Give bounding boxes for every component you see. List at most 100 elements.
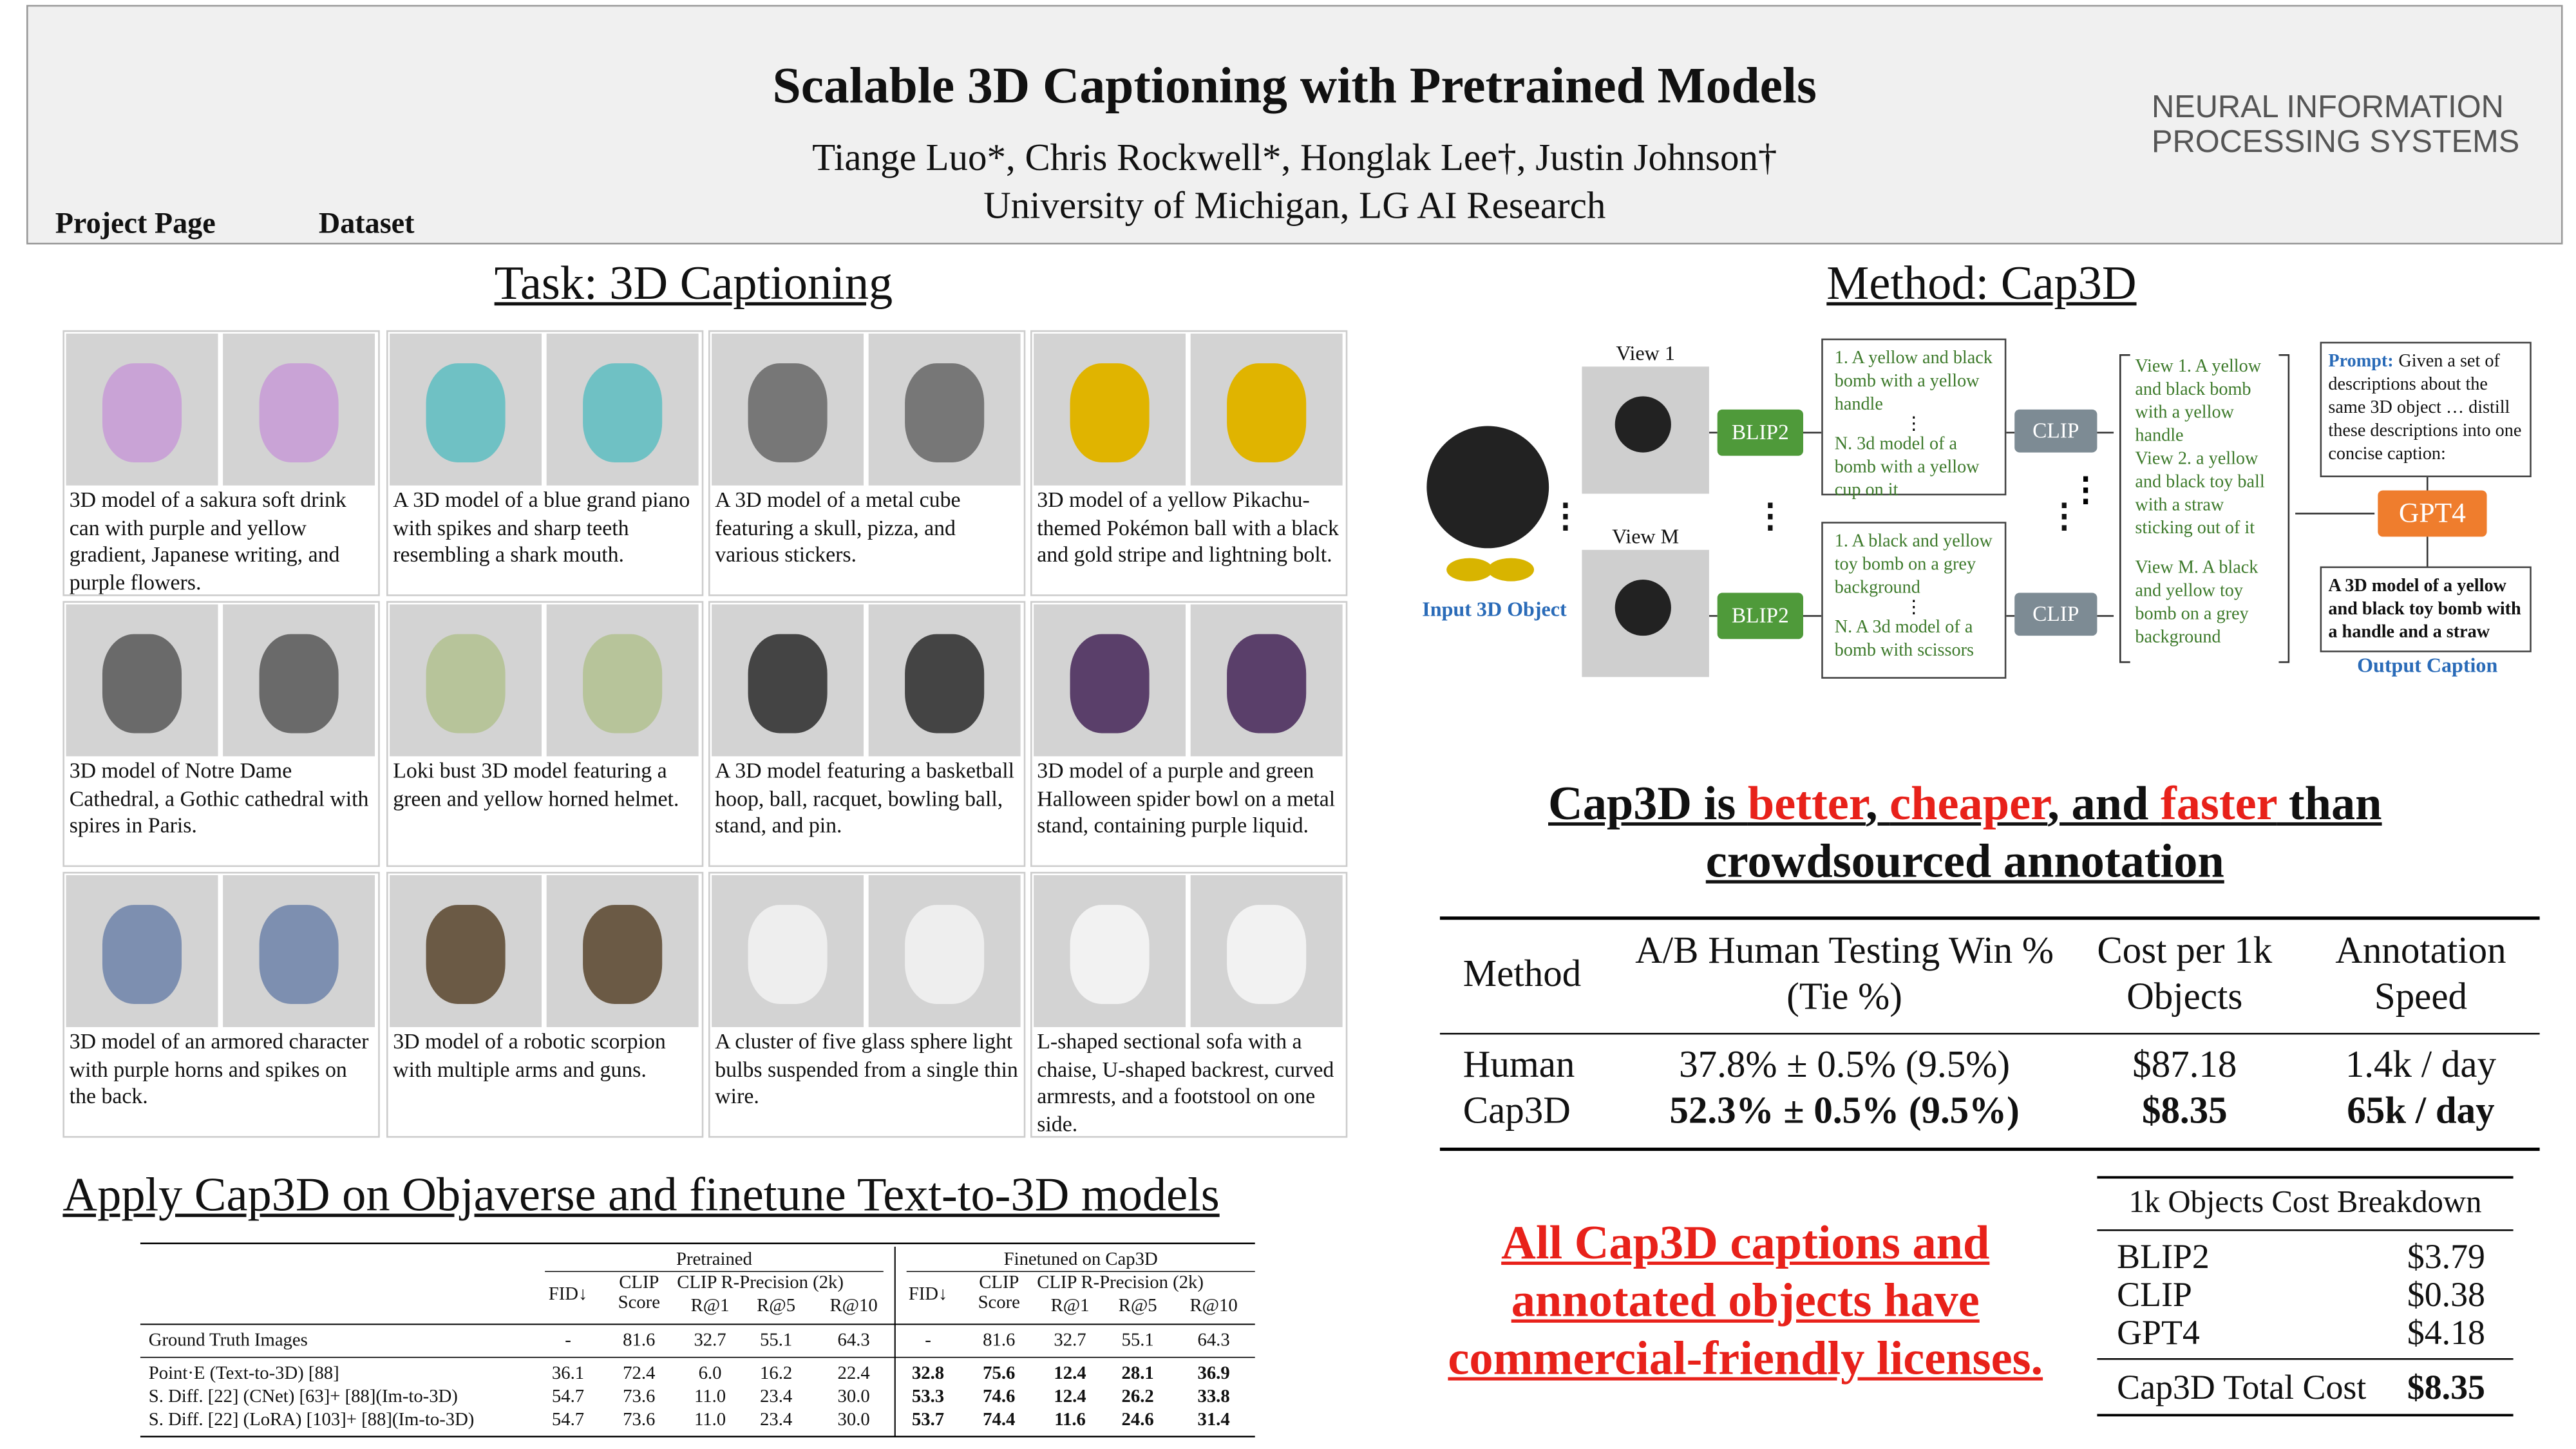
cell: 81.6 bbox=[983, 1331, 1016, 1351]
object-shape bbox=[748, 363, 828, 462]
object-shape bbox=[259, 634, 339, 734]
task-caption: 3D model of a sakura soft drink can with… bbox=[69, 487, 346, 594]
object-shape bbox=[1070, 363, 1150, 462]
table-header: A/B Human Testing Win % (Tie %) bbox=[1635, 929, 2054, 1018]
object-shape bbox=[905, 634, 985, 734]
text-span: cheaper bbox=[1889, 777, 2048, 831]
text-span: View 1. A yellow and black bomb with a y… bbox=[2135, 356, 2262, 446]
blip-box: BLIP2 bbox=[1717, 409, 1803, 456]
cell: 54.7 bbox=[551, 1410, 585, 1430]
task-caption: 3D model of an armored character with pu… bbox=[69, 1028, 369, 1108]
blip-output: 1. A black and yellow toy bomb on a grey… bbox=[1821, 522, 2007, 679]
cell: 11.0 bbox=[694, 1387, 726, 1407]
bomb-feet bbox=[1446, 558, 1493, 582]
license-note: All Cap3D captions and annotated objects… bbox=[1448, 1217, 2043, 1386]
cost-title: 1k Objects Cost Breakdown bbox=[2128, 1186, 2482, 1220]
object-shape bbox=[1227, 363, 1307, 462]
object-shape bbox=[102, 363, 182, 462]
ellipsis: ⋮ bbox=[2069, 472, 2103, 509]
ellipsis: ⋮ bbox=[1904, 414, 1923, 435]
cell: 26.2 bbox=[1121, 1387, 1154, 1407]
text-span: , and bbox=[2047, 777, 2161, 831]
task-caption: A 3D model of a blue grand piano with sp… bbox=[393, 487, 690, 567]
input-label: Input 3D Object bbox=[1422, 598, 1567, 621]
cell: 31.4 bbox=[1197, 1410, 1230, 1430]
view-bomb bbox=[1615, 579, 1671, 636]
gpt-box: GPT4 bbox=[2378, 490, 2487, 537]
cell: 55.1 bbox=[760, 1331, 793, 1351]
qr-label: Project Page bbox=[55, 206, 216, 240]
cell: 16.2 bbox=[760, 1363, 793, 1384]
output-label: Output Caption bbox=[2357, 654, 2498, 677]
cell: 81.6 bbox=[623, 1331, 656, 1351]
text-span: View 2. a yellow and black toy ball with… bbox=[2135, 449, 2265, 538]
object-shape bbox=[748, 905, 828, 1004]
object-shape bbox=[259, 363, 339, 462]
cell: 36.1 bbox=[551, 1363, 585, 1384]
object-shape bbox=[102, 905, 182, 1004]
cell: 23.4 bbox=[760, 1387, 793, 1407]
blip-last: N. A 3d model of a bomb with scissors bbox=[1834, 617, 1974, 661]
table-cell: Cap3D bbox=[1463, 1090, 1571, 1132]
row-label: Point·E (Text-to-3D) [88] bbox=[148, 1363, 339, 1384]
col-header: CLIP R-Precision (2k) bbox=[1037, 1273, 1204, 1293]
cost-value: $3.79 bbox=[2407, 1236, 2485, 1277]
task-caption: 3D model of a yellow Pikachu-themed Poké… bbox=[1037, 487, 1339, 567]
logo-text: PROCESSING SYSTEMS bbox=[2152, 125, 2520, 160]
text-span: better bbox=[1747, 777, 1866, 831]
cell: 73.6 bbox=[623, 1387, 656, 1407]
cell: 32.7 bbox=[694, 1331, 726, 1351]
cost-item: Cap3D Total Cost bbox=[2117, 1367, 2367, 1407]
blip-last: N. 3d model of a bomb with a yellow cup … bbox=[1834, 434, 1980, 500]
prompt-box: Prompt: Given a set of descriptions about… bbox=[2320, 341, 2532, 478]
col-header: R@5 bbox=[1118, 1296, 1157, 1316]
object-shape bbox=[1227, 634, 1307, 734]
text-span: Prompt: bbox=[2328, 352, 2394, 372]
clip-caption: View M. A black and yellow toy bomb on a… bbox=[2135, 556, 2284, 649]
group-header: Pretrained bbox=[676, 1250, 752, 1270]
blip-output: 1. A yellow and black bomb with a yellow… bbox=[1821, 338, 2007, 500]
table-header: Method bbox=[1463, 952, 1582, 994]
object-shape bbox=[1070, 905, 1150, 1004]
task-caption: A 3D model of a metal cube featuring a s… bbox=[715, 487, 961, 567]
cell: 53.7 bbox=[911, 1410, 945, 1430]
row-label: S. Diff. [22] (LoRA) [103]+ [88](Im-to-3… bbox=[148, 1410, 475, 1430]
cell: 23.4 bbox=[760, 1410, 793, 1430]
qr-label: Dataset bbox=[318, 206, 415, 240]
headline: Cap3D is better, cheaper, and faster tha… bbox=[1486, 776, 2444, 891]
row-label: Ground Truth Images bbox=[148, 1331, 308, 1351]
col-header: R@5 bbox=[757, 1296, 796, 1316]
cell: - bbox=[925, 1331, 931, 1351]
row-label: S. Diff. [22] (CNet) [63]+ [88](Im-to-3D… bbox=[148, 1387, 458, 1407]
text-span: View M. A black and yellow toy bomb on a… bbox=[2135, 558, 2259, 648]
cell: 54.7 bbox=[551, 1387, 585, 1407]
section-title: Task: 3D Captioning bbox=[494, 257, 893, 311]
header-box bbox=[26, 5, 2563, 245]
cell: 53.3 bbox=[911, 1387, 945, 1407]
ellipsis: ⋮ bbox=[1754, 498, 1787, 535]
cell: 22.4 bbox=[837, 1363, 870, 1384]
cost-value: $0.38 bbox=[2407, 1274, 2485, 1315]
object-shape bbox=[583, 363, 663, 462]
blip-first: 1. A yellow and black bomb with a yellow… bbox=[1834, 348, 1993, 415]
cost-value: $8.35 bbox=[2407, 1367, 2485, 1407]
cell: 32.8 bbox=[911, 1363, 945, 1384]
cell: 74.4 bbox=[983, 1410, 1016, 1430]
object-shape bbox=[426, 363, 506, 462]
col-header: CLIP Score bbox=[978, 1273, 1020, 1313]
clip-caption: View 1. A yellow and black bomb with a y… bbox=[2135, 355, 2284, 448]
cell: 30.0 bbox=[837, 1410, 870, 1430]
cell: 11.6 bbox=[1054, 1410, 1086, 1430]
task-caption: 3D model of a purple and green Halloween… bbox=[1037, 757, 1336, 837]
logo-text: NEURAL INFORMATION bbox=[2152, 91, 2504, 126]
output-box: A 3D model of a yellow and black toy bom… bbox=[2320, 566, 2532, 652]
ellipsis: ⋮ bbox=[1904, 598, 1923, 618]
cell: - bbox=[565, 1331, 571, 1351]
object-shape bbox=[905, 905, 985, 1004]
col-header: R@1 bbox=[1050, 1296, 1090, 1316]
text-span: faster bbox=[2160, 777, 2277, 831]
group-header: Finetuned on Cap3D bbox=[1003, 1250, 1158, 1270]
view-label: View 1 bbox=[1616, 341, 1675, 365]
